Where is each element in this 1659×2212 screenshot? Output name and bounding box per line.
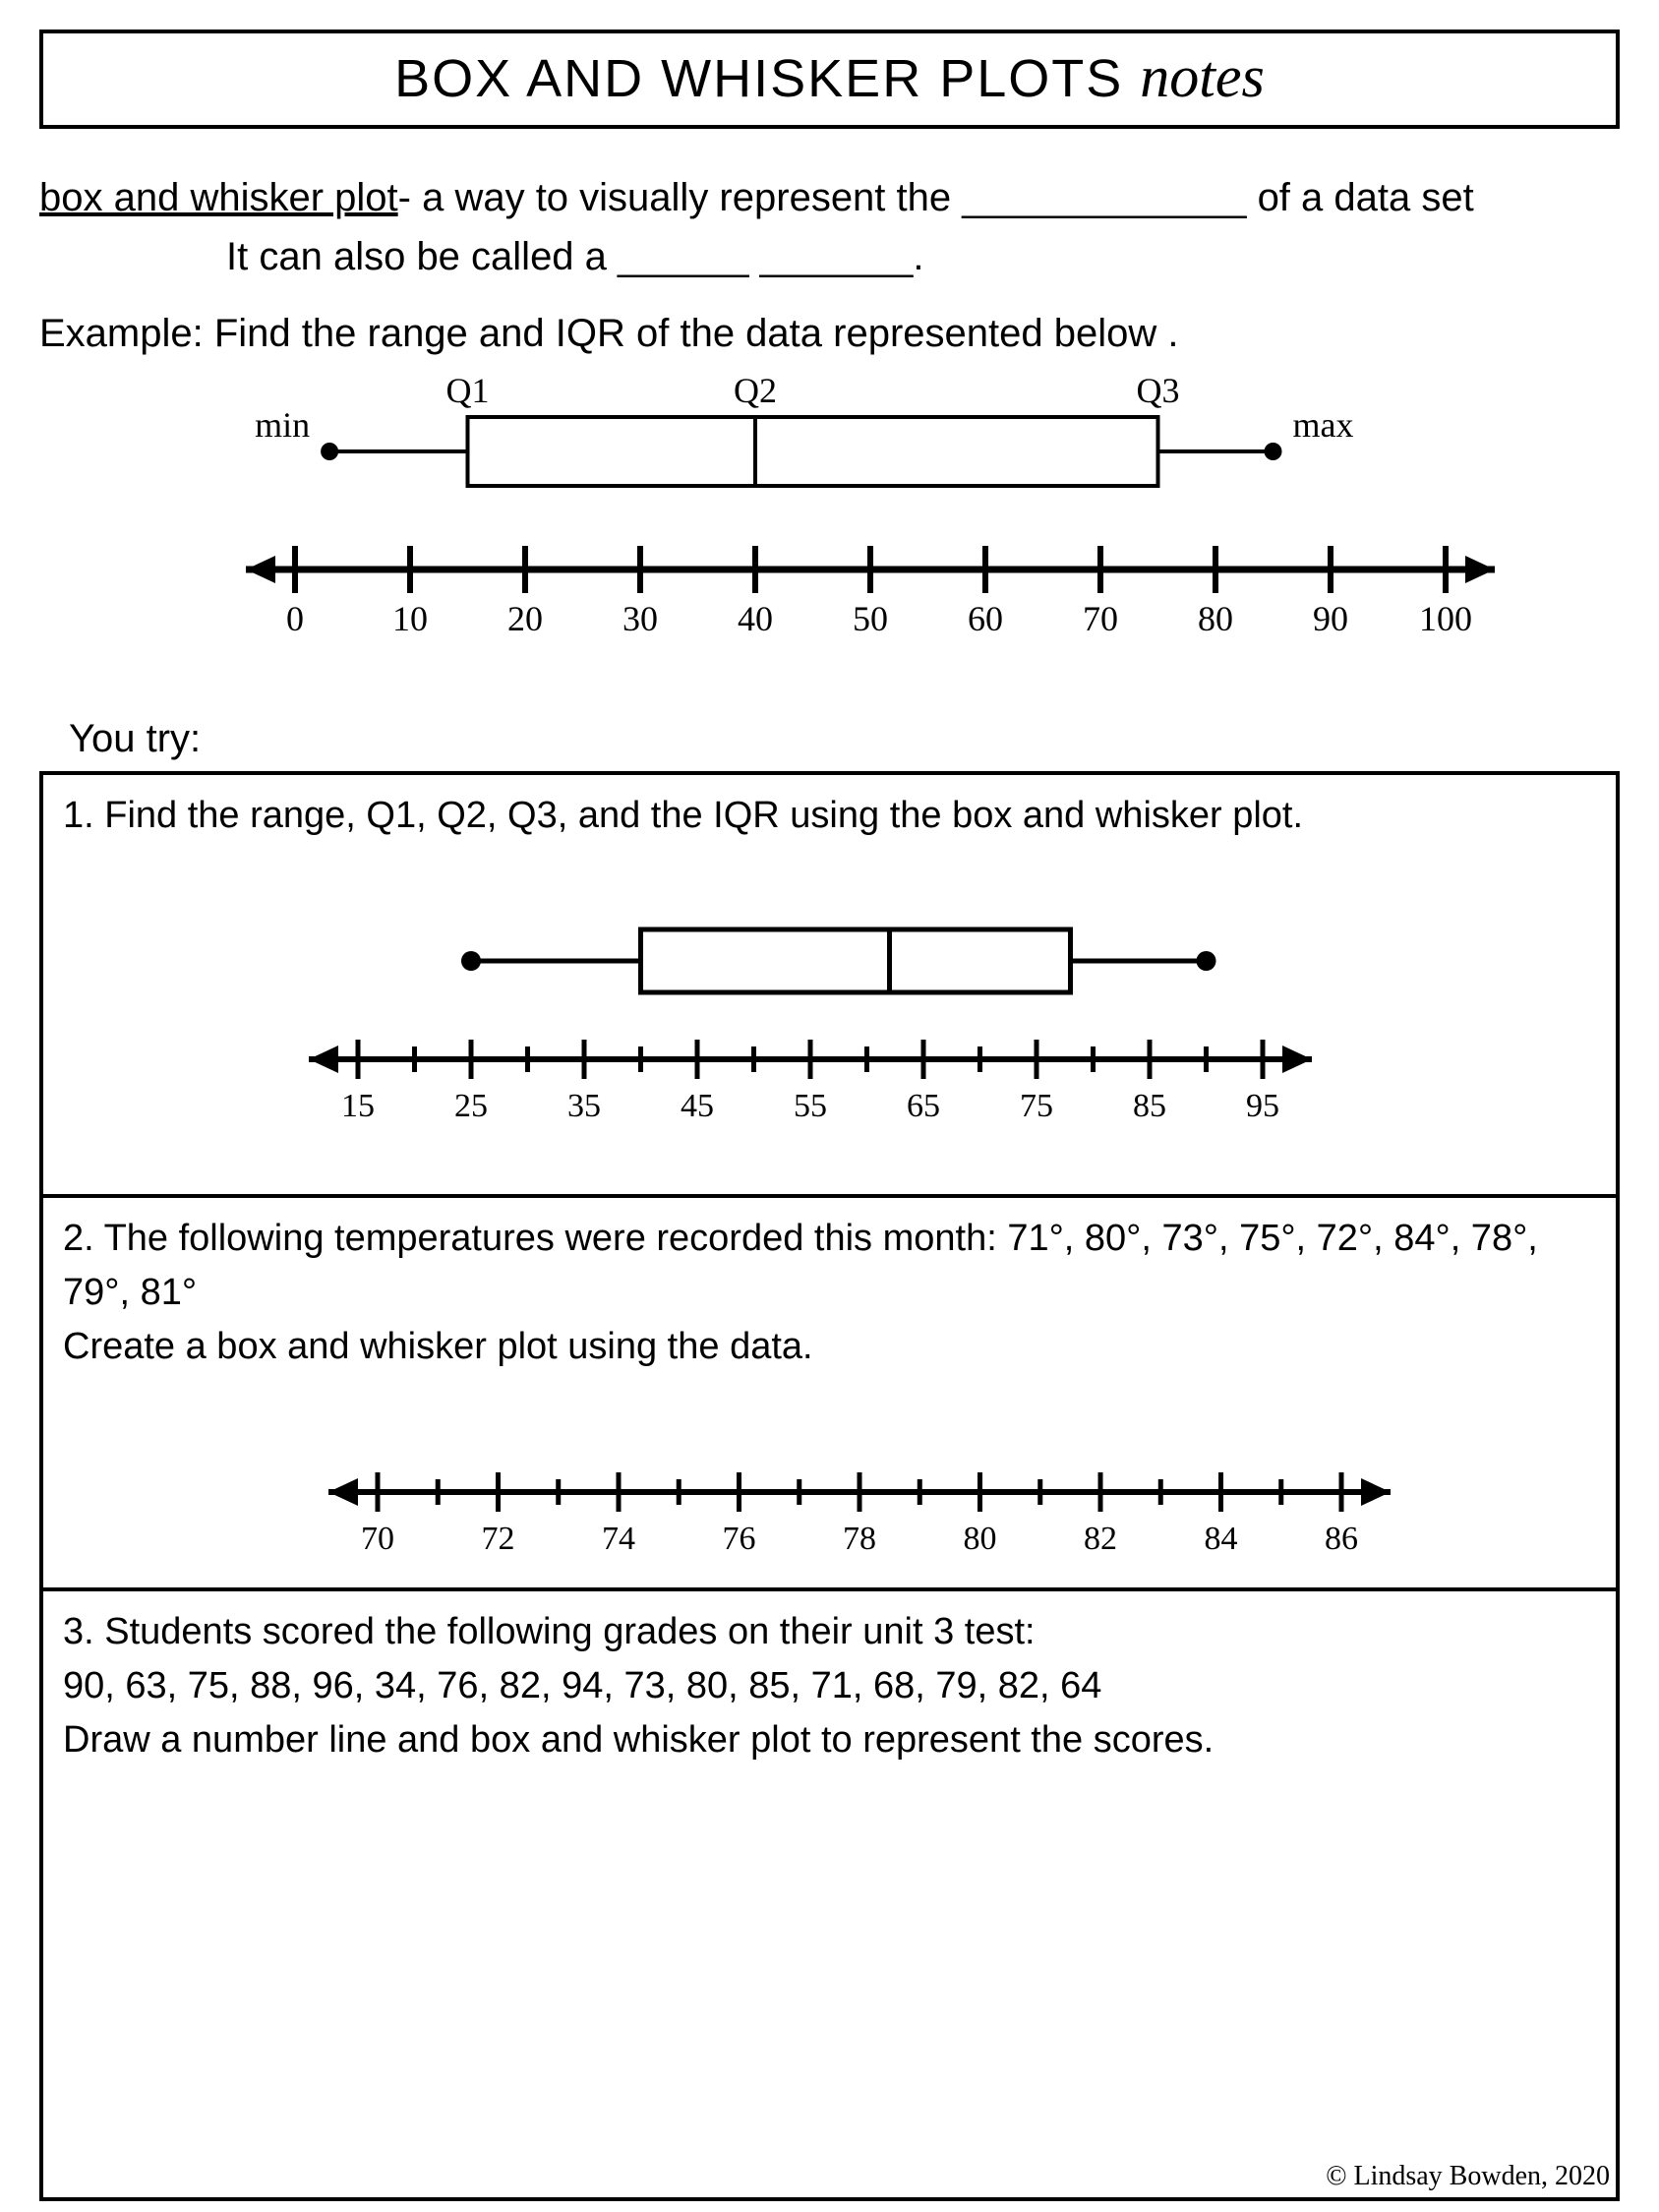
problem-2-text1: 2. The following temperatures were recor… — [63, 1212, 1596, 1320]
problems-container: 1. Find the range, Q1, Q2, Q3, and the I… — [39, 771, 1620, 2201]
svg-text:10: 10 — [392, 599, 428, 638]
svg-text:90: 90 — [1313, 599, 1348, 638]
svg-text:70: 70 — [1083, 599, 1118, 638]
svg-text:60: 60 — [968, 599, 1003, 638]
example-prompt: Example: Find the range and IQR of the d… — [39, 304, 1620, 363]
svg-text:80: 80 — [964, 1521, 997, 1557]
problem-2-axis: 70 72 74 76 78 80 82 84 86 — [63, 1374, 1597, 1571]
svg-text:max: max — [1293, 405, 1354, 445]
svg-text:76: 76 — [723, 1521, 756, 1557]
svg-text:Q2: Q2 — [734, 371, 777, 410]
svg-text:40: 40 — [738, 599, 773, 638]
svg-text:min: min — [255, 405, 310, 445]
intro-line2: It can also be called a ______ _______. — [226, 227, 1620, 286]
problem-3: 3. Students scored the following grades … — [43, 1591, 1616, 2201]
svg-text:35: 35 — [567, 1088, 601, 1124]
problem-2-text2: Create a box and whisker plot using the … — [63, 1320, 1596, 1374]
copyright-text: © Lindsay Bowden, 2020 — [1326, 2161, 1610, 2192]
svg-text:80: 80 — [1198, 599, 1233, 638]
problem-3-text3: Draw a number line and box and whisker p… — [63, 1713, 1596, 1767]
svg-text:45: 45 — [681, 1088, 714, 1124]
svg-text:75: 75 — [1020, 1088, 1053, 1124]
svg-text:86: 86 — [1325, 1521, 1358, 1557]
problem-1: 1. Find the range, Q1, Q2, Q3, and the I… — [43, 775, 1616, 1198]
svg-text:15: 15 — [341, 1088, 375, 1124]
svg-text:84: 84 — [1205, 1521, 1238, 1557]
svg-text:0: 0 — [286, 599, 304, 638]
svg-text:Q3: Q3 — [1137, 371, 1180, 410]
svg-text:20: 20 — [507, 599, 543, 638]
you-try-heading: You try: — [69, 717, 1620, 761]
svg-text:70: 70 — [361, 1521, 394, 1557]
svg-text:55: 55 — [794, 1088, 827, 1124]
svg-text:65: 65 — [907, 1088, 940, 1124]
svg-text:Q1: Q1 — [446, 371, 490, 410]
problem-1-boxplot: 15 25 35 45 55 65 75 85 95 — [63, 843, 1597, 1138]
intro-line1: - a way to visually represent the ______… — [398, 176, 1474, 219]
svg-text:50: 50 — [853, 599, 888, 638]
svg-text:95: 95 — [1246, 1088, 1279, 1124]
title-main: BOX AND WHISKER PLOTS — [394, 49, 1140, 108]
svg-text:78: 78 — [843, 1521, 876, 1557]
problem-3-text2: 90, 63, 75, 88, 96, 34, 76, 82, 94, 73, … — [63, 1659, 1596, 1713]
defined-term: box and whisker plot — [39, 176, 398, 219]
title-script: notes — [1140, 44, 1265, 109]
problem-1-text: 1. Find the range, Q1, Q2, Q3, and the I… — [63, 789, 1596, 843]
svg-text:85: 85 — [1133, 1088, 1166, 1124]
example-boxplot: 0 10 20 30 40 50 60 70 80 90 100 Q1 Q2 Q3 min max — [39, 363, 1613, 658]
svg-text:82: 82 — [1084, 1521, 1117, 1557]
problem-2: 2. The following temperatures were recor… — [43, 1198, 1616, 1591]
svg-text:100: 100 — [1419, 599, 1472, 638]
svg-text:30: 30 — [622, 599, 658, 638]
svg-text:25: 25 — [454, 1088, 488, 1124]
problem-3-text1: 3. Students scored the following grades … — [63, 1605, 1596, 1659]
page-title-box: BOX AND WHISKER PLOTS notes — [39, 30, 1620, 129]
svg-text:72: 72 — [482, 1521, 515, 1557]
intro-text: box and whisker plot- a way to visually … — [39, 168, 1620, 363]
svg-text:74: 74 — [602, 1521, 635, 1557]
